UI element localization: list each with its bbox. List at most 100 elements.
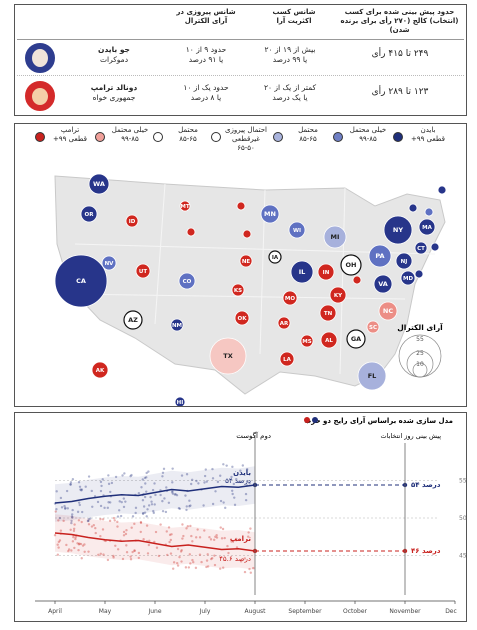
state-bubble-sd [242,229,252,239]
poll-dot [145,515,148,518]
poll-dot [223,536,226,540]
poll-dot [181,523,184,526]
poll-dot [60,506,64,509]
state-label-mi: MI [331,233,340,241]
state-label-nc: NC [383,307,393,315]
poll-dot [103,506,106,510]
poll-dot [64,506,67,510]
poll-dot [69,481,73,484]
state-label-ia: IA [272,255,279,261]
ev-legend-10: 10 [416,361,424,368]
poll-dot [188,505,191,508]
state-label-ar: AR [280,321,289,327]
poll-dot [170,533,173,536]
current-value: ۴۵.۶ درصد [219,555,251,563]
poll-dot [131,515,135,518]
poll-dot [107,501,110,504]
poll-dot [59,529,63,532]
poll-dot [244,498,248,502]
poll-dot [246,479,249,483]
poll-dot [55,507,58,511]
x-tick-label: October [343,608,368,615]
state-bubble-mn [260,204,280,224]
legend-swatch [95,132,105,142]
poll-dot [179,550,183,553]
state-bubble-md [400,270,416,286]
poll-dot [165,530,168,533]
state-bubble-wy [186,227,196,237]
poll-dot [161,475,164,478]
state-bubble-mi [323,225,347,249]
state-label-ms: MS [302,339,311,345]
poll-dot [116,548,120,551]
poll-dot [210,557,213,561]
legend-label: محتمل [178,126,198,134]
poll-dot [231,492,234,496]
poll-dot [221,527,225,531]
state-label-wa: WA [93,180,105,188]
poll-dot [137,551,141,555]
poll-dot [70,519,73,523]
poll-dot [80,520,83,524]
poll-dot [119,514,123,518]
poll-dot [112,556,115,559]
state-bubble-al [320,331,338,349]
legend-swatch [153,132,163,142]
y-tick-label: 45 [459,553,466,560]
state-label-ut: UT [139,269,147,275]
poll-dot [211,477,215,480]
poll-dot [78,503,81,507]
electoral-map: بایدن قطعی ۹۹+ خیلی محتمل ۹۹-۸۵ محتمل ۸۵-۶۵ اح… [14,123,467,407]
poll-dot [222,501,225,504]
poll-dot [124,500,127,503]
state-label-tn: TN [324,311,333,317]
ev-legend [398,334,442,378]
legend-label: بایدن [420,126,436,134]
poll-dot [185,508,188,512]
state-bubble-wv [352,275,362,285]
poll-dot [147,470,150,473]
poll-dot [137,491,141,495]
forecast-table: حدود پیش بینی شده برای کسب (انتخاب) کالج… [14,4,467,116]
poll-dot [178,555,181,559]
state-bubble-oh [340,254,362,276]
poll-dot [133,522,136,526]
poll-dot [203,481,206,484]
poll-dot [180,474,184,477]
poll-dot [157,554,161,558]
poll-dot [63,504,66,508]
poll-dot [87,518,90,521]
poll-dot [171,481,174,484]
state-bubble-la [279,351,295,367]
legend-label: ترامپ [60,126,80,134]
state-bubble-vt [408,203,418,213]
poll-dot [233,503,237,507]
poll-dot [144,482,147,485]
poll-dot [237,480,241,483]
poll-dot [203,474,207,478]
poll-dot [166,553,169,557]
state-label-ky: KY [334,293,343,299]
poll-dot [194,536,198,539]
state-label-id: ID [129,219,136,225]
poll-dot [186,524,189,528]
state-label-or: OR [85,212,95,218]
poll-dot [74,536,77,539]
x-tick-label: September [288,608,322,615]
poll-dot [161,471,165,474]
ev-legend-55: 55 [416,336,424,343]
state-label-wi: WI [293,228,301,234]
poll-dot [76,542,79,545]
state-borders [64,183,436,375]
poll-dot [80,488,84,491]
trump-popular: حدود یک از ۱۰ یا ۸ درصد [183,83,229,102]
state-label-il: IL [299,268,306,276]
poll-dot [206,565,210,568]
poll-dot [106,558,110,562]
poll-dot [150,503,154,506]
state-label-in: IN [323,270,330,276]
poll-dot [87,519,90,523]
series-name: ترامپ [230,535,251,543]
uncertainty-band [55,514,255,570]
poll-dot [140,486,143,489]
